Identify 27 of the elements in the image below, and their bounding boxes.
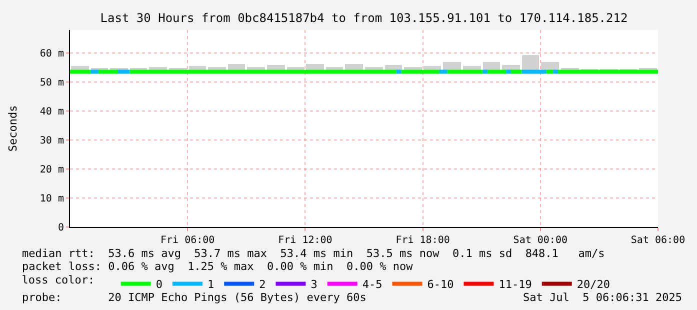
legend-label: 6-10	[427, 278, 454, 291]
x-tick-label: Fri 12:00	[278, 235, 332, 246]
legend-title: loss color:	[22, 274, 108, 287]
text: packet loss: 0.06 % avg 1.25 % max 0.00 % min 0.00 % now	[22, 260, 414, 273]
x-tick-label: Sat 00:00	[513, 235, 568, 246]
text: median rtt: 53.6 ms avg 53.7 ms max 53.4 ms min 53.5 ms now 0.1 ms sd 848.1 am/s	[22, 247, 605, 260]
x-tick-label: Sat 06:00	[630, 235, 686, 246]
y-tick-label: 40 m	[40, 106, 64, 118]
y-tick-label: 50 m	[40, 78, 64, 89]
chart-title: Last 30 Hours from 0bc8415187b4 to from 103.155.91.101 to 170.114.185.212	[100, 11, 628, 26]
y-tick-label: 60 m	[40, 48, 64, 60]
legend-label: 0	[156, 278, 162, 291]
x-tick-label: Fri 06:00	[160, 235, 215, 246]
legend-label: 2	[259, 278, 266, 291]
y-tick-label: 0	[58, 222, 64, 234]
y-axis-title: Seconds	[6, 105, 20, 152]
x-tick-label: Fri 18:00	[396, 235, 450, 246]
legend-label: 3	[310, 278, 318, 291]
y-tick-label: 20 m	[40, 164, 64, 176]
text: Sat Jul 5 06:06:31 2025	[523, 291, 682, 304]
legend-label: 1	[207, 278, 214, 291]
text: probe: 20 ICMP Echo Pings (56 Bytes) every 60s	[22, 291, 366, 304]
y-tick-label: 30 m	[40, 136, 64, 147]
y-tick-label: 10 m	[40, 194, 64, 205]
legend-label: 4-5	[362, 278, 382, 291]
legend-label: 11-19	[498, 278, 532, 291]
legend-label: 20/20	[576, 278, 610, 291]
